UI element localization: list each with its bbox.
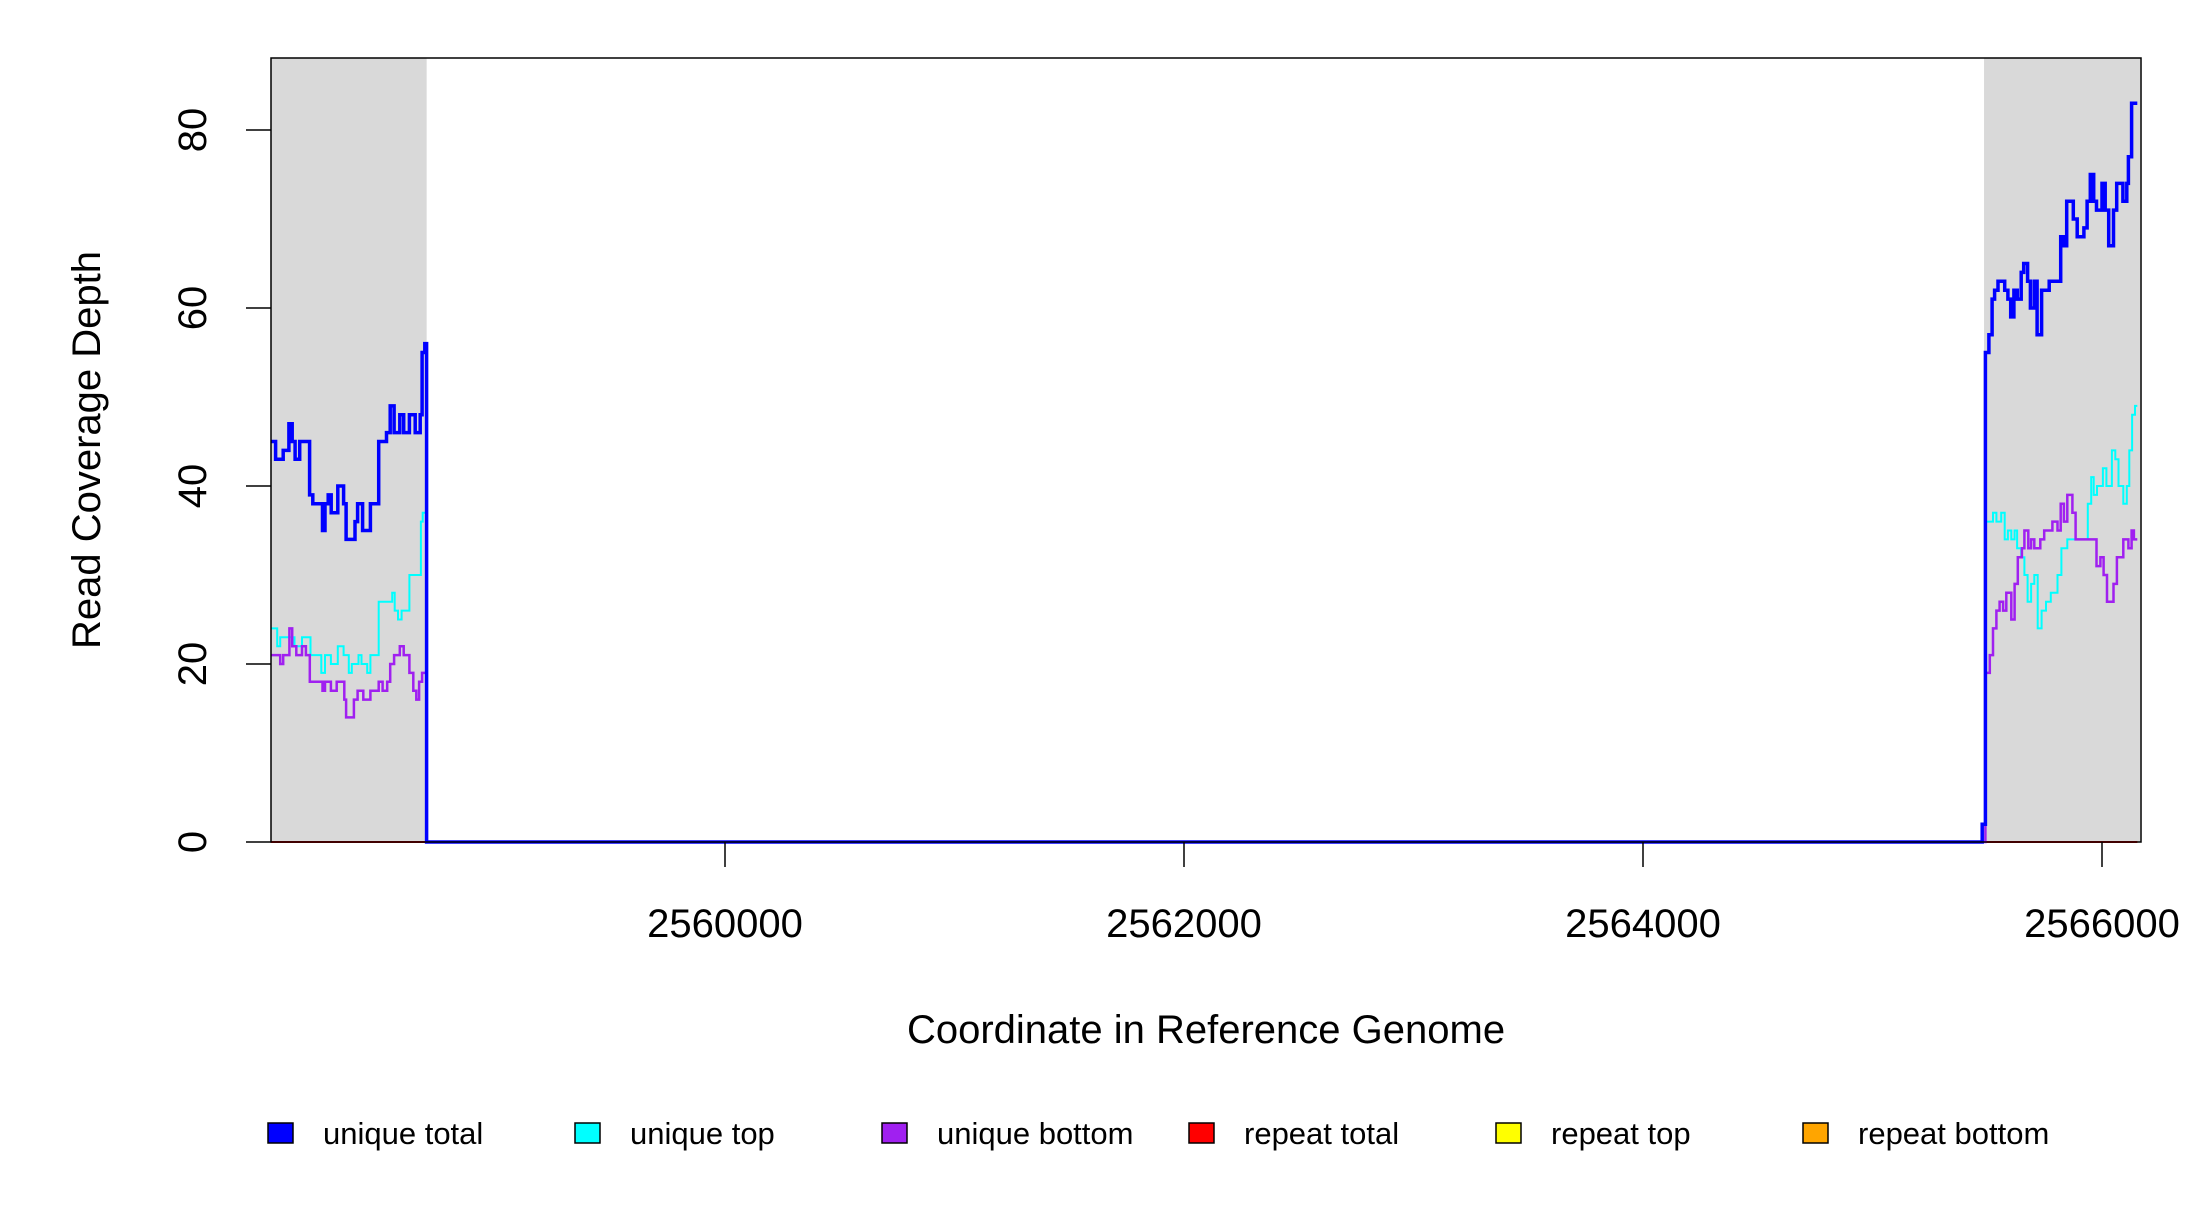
x-tick-label: 2562000 [1106,902,1262,946]
legend-label: unique top [630,1116,775,1151]
series-line-unique-total [271,101,2138,844]
y-tick-label: 60 [171,286,215,331]
x-axis-label: Coordinate in Reference Genome [907,1008,1505,1052]
legend-label: repeat top [1551,1116,1691,1151]
x-tick-label: 2564000 [1565,902,1721,946]
y-tick-label: 0 [171,831,215,853]
legend-label: unique total [323,1116,483,1151]
plot-frame [270,57,2142,843]
y-axis: 0 20 40 60 80 [171,108,271,853]
legend-label: repeat bottom [1858,1116,2049,1151]
y-tick-label: 80 [171,108,215,153]
legend-swatch [1802,1122,1829,1144]
series-line-unique-top [271,404,2138,843]
legend-swatch [574,1122,601,1144]
series-lines [271,101,2138,844]
legend-swatch [1188,1122,1215,1144]
shaded-regions [271,58,2141,842]
x-axis: 2560000 2562000 2564000 2566000 [647,842,2180,946]
legend-label: unique bottom [937,1116,1133,1151]
x-tick-label: 2566000 [2024,902,2180,946]
legend-swatch [267,1122,294,1144]
series-line-unique-bottom [271,493,2138,844]
legend-label: repeat total [1244,1116,1399,1151]
y-tick-label: 40 [171,464,215,509]
x-tick-label: 2560000 [647,902,803,946]
legend-swatch [881,1122,908,1144]
shaded-region [271,58,427,842]
legend-swatch [1495,1122,1522,1144]
legend: unique total unique top unique bottom repea… [267,1116,2049,1151]
y-axis-label: Read Coverage Depth [65,251,109,649]
shaded-region [1984,58,2141,842]
y-tick-label: 20 [171,642,215,687]
